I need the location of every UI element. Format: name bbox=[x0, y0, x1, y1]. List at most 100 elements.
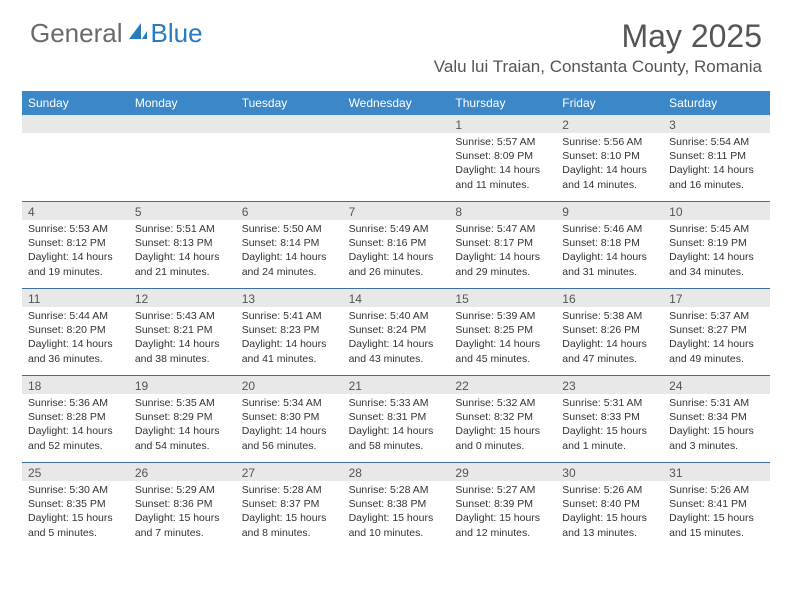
weekday-header-cell: Thursday bbox=[449, 91, 556, 115]
day-cell: 10Sunrise: 5:45 AMSunset: 8:19 PMDayligh… bbox=[663, 202, 770, 288]
daylight-line: Daylight: 14 hours and 19 minutes. bbox=[28, 250, 123, 278]
sunset-line: Sunset: 8:16 PM bbox=[349, 236, 444, 250]
sunrise-line: Sunrise: 5:46 AM bbox=[562, 222, 657, 236]
day-number: 21 bbox=[343, 376, 450, 394]
sunset-line: Sunset: 8:41 PM bbox=[669, 497, 764, 511]
day-cell: 5Sunrise: 5:51 AMSunset: 8:13 PMDaylight… bbox=[129, 202, 236, 288]
day-number: 10 bbox=[663, 202, 770, 220]
day-body: Sunrise: 5:44 AMSunset: 8:20 PMDaylight:… bbox=[22, 307, 129, 368]
day-cell bbox=[343, 115, 450, 201]
logo-text-blue: Blue bbox=[151, 18, 203, 49]
sunrise-line: Sunrise: 5:56 AM bbox=[562, 135, 657, 149]
day-body: Sunrise: 5:45 AMSunset: 8:19 PMDaylight:… bbox=[663, 220, 770, 281]
day-body: Sunrise: 5:31 AMSunset: 8:34 PMDaylight:… bbox=[663, 394, 770, 455]
daylight-line: Daylight: 15 hours and 1 minute. bbox=[562, 424, 657, 452]
day-body: Sunrise: 5:46 AMSunset: 8:18 PMDaylight:… bbox=[556, 220, 663, 281]
weeks-container: 1Sunrise: 5:57 AMSunset: 8:09 PMDaylight… bbox=[22, 115, 770, 549]
day-number: 13 bbox=[236, 289, 343, 307]
daylight-line: Daylight: 15 hours and 13 minutes. bbox=[562, 511, 657, 539]
day-number: 7 bbox=[343, 202, 450, 220]
day-number: 4 bbox=[22, 202, 129, 220]
daylight-line: Daylight: 14 hours and 58 minutes. bbox=[349, 424, 444, 452]
day-cell: 12Sunrise: 5:43 AMSunset: 8:21 PMDayligh… bbox=[129, 289, 236, 375]
day-body: Sunrise: 5:43 AMSunset: 8:21 PMDaylight:… bbox=[129, 307, 236, 368]
sunset-line: Sunset: 8:14 PM bbox=[242, 236, 337, 250]
day-cell: 19Sunrise: 5:35 AMSunset: 8:29 PMDayligh… bbox=[129, 376, 236, 462]
sunrise-line: Sunrise: 5:51 AM bbox=[135, 222, 230, 236]
sunrise-line: Sunrise: 5:28 AM bbox=[349, 483, 444, 497]
calendar: SundayMondayTuesdayWednesdayThursdayFrid… bbox=[22, 91, 770, 549]
sunset-line: Sunset: 8:24 PM bbox=[349, 323, 444, 337]
day-cell: 28Sunrise: 5:28 AMSunset: 8:38 PMDayligh… bbox=[343, 463, 450, 549]
day-body bbox=[343, 133, 450, 137]
sunrise-line: Sunrise: 5:41 AM bbox=[242, 309, 337, 323]
sunrise-line: Sunrise: 5:50 AM bbox=[242, 222, 337, 236]
daylight-line: Daylight: 14 hours and 49 minutes. bbox=[669, 337, 764, 365]
sunrise-line: Sunrise: 5:34 AM bbox=[242, 396, 337, 410]
daylight-line: Daylight: 14 hours and 43 minutes. bbox=[349, 337, 444, 365]
sunrise-line: Sunrise: 5:44 AM bbox=[28, 309, 123, 323]
day-number: 6 bbox=[236, 202, 343, 220]
day-body: Sunrise: 5:38 AMSunset: 8:26 PMDaylight:… bbox=[556, 307, 663, 368]
sunrise-line: Sunrise: 5:31 AM bbox=[562, 396, 657, 410]
day-number: 25 bbox=[22, 463, 129, 481]
daylight-line: Daylight: 14 hours and 16 minutes. bbox=[669, 163, 764, 191]
month-title: May 2025 bbox=[434, 18, 762, 55]
sunset-line: Sunset: 8:34 PM bbox=[669, 410, 764, 424]
day-body: Sunrise: 5:26 AMSunset: 8:41 PMDaylight:… bbox=[663, 481, 770, 542]
day-cell: 14Sunrise: 5:40 AMSunset: 8:24 PMDayligh… bbox=[343, 289, 450, 375]
week-row: 18Sunrise: 5:36 AMSunset: 8:28 PMDayligh… bbox=[22, 376, 770, 463]
sunset-line: Sunset: 8:32 PM bbox=[455, 410, 550, 424]
daylight-line: Daylight: 15 hours and 8 minutes. bbox=[242, 511, 337, 539]
daylight-line: Daylight: 14 hours and 52 minutes. bbox=[28, 424, 123, 452]
sunset-line: Sunset: 8:10 PM bbox=[562, 149, 657, 163]
daylight-line: Daylight: 14 hours and 31 minutes. bbox=[562, 250, 657, 278]
sunrise-line: Sunrise: 5:31 AM bbox=[669, 396, 764, 410]
weekday-header-cell: Friday bbox=[556, 91, 663, 115]
day-cell: 30Sunrise: 5:26 AMSunset: 8:40 PMDayligh… bbox=[556, 463, 663, 549]
daylight-line: Daylight: 15 hours and 5 minutes. bbox=[28, 511, 123, 539]
sunrise-line: Sunrise: 5:33 AM bbox=[349, 396, 444, 410]
daylight-line: Daylight: 15 hours and 15 minutes. bbox=[669, 511, 764, 539]
sunset-line: Sunset: 8:18 PM bbox=[562, 236, 657, 250]
sunrise-line: Sunrise: 5:45 AM bbox=[669, 222, 764, 236]
day-body: Sunrise: 5:53 AMSunset: 8:12 PMDaylight:… bbox=[22, 220, 129, 281]
sunrise-line: Sunrise: 5:32 AM bbox=[455, 396, 550, 410]
week-row: 1Sunrise: 5:57 AMSunset: 8:09 PMDaylight… bbox=[22, 115, 770, 202]
day-cell bbox=[236, 115, 343, 201]
day-number: 27 bbox=[236, 463, 343, 481]
sunset-line: Sunset: 8:13 PM bbox=[135, 236, 230, 250]
day-number bbox=[22, 115, 129, 133]
daylight-line: Daylight: 15 hours and 10 minutes. bbox=[349, 511, 444, 539]
day-number: 31 bbox=[663, 463, 770, 481]
day-cell: 27Sunrise: 5:28 AMSunset: 8:37 PMDayligh… bbox=[236, 463, 343, 549]
header: General Blue May 2025 Valu lui Traian, C… bbox=[0, 0, 792, 83]
weekday-header-row: SundayMondayTuesdayWednesdayThursdayFrid… bbox=[22, 91, 770, 115]
day-number: 29 bbox=[449, 463, 556, 481]
day-body: Sunrise: 5:32 AMSunset: 8:32 PMDaylight:… bbox=[449, 394, 556, 455]
day-number bbox=[343, 115, 450, 133]
day-number: 28 bbox=[343, 463, 450, 481]
day-cell: 9Sunrise: 5:46 AMSunset: 8:18 PMDaylight… bbox=[556, 202, 663, 288]
day-cell: 31Sunrise: 5:26 AMSunset: 8:41 PMDayligh… bbox=[663, 463, 770, 549]
day-cell: 4Sunrise: 5:53 AMSunset: 8:12 PMDaylight… bbox=[22, 202, 129, 288]
sunrise-line: Sunrise: 5:53 AM bbox=[28, 222, 123, 236]
weekday-header-cell: Monday bbox=[129, 91, 236, 115]
day-cell: 24Sunrise: 5:31 AMSunset: 8:34 PMDayligh… bbox=[663, 376, 770, 462]
sunrise-line: Sunrise: 5:26 AM bbox=[562, 483, 657, 497]
day-number: 12 bbox=[129, 289, 236, 307]
daylight-line: Daylight: 14 hours and 26 minutes. bbox=[349, 250, 444, 278]
sunset-line: Sunset: 8:30 PM bbox=[242, 410, 337, 424]
sunset-line: Sunset: 8:25 PM bbox=[455, 323, 550, 337]
daylight-line: Daylight: 15 hours and 0 minutes. bbox=[455, 424, 550, 452]
day-body: Sunrise: 5:36 AMSunset: 8:28 PMDaylight:… bbox=[22, 394, 129, 455]
sunset-line: Sunset: 8:40 PM bbox=[562, 497, 657, 511]
day-number: 17 bbox=[663, 289, 770, 307]
day-cell: 2Sunrise: 5:56 AMSunset: 8:10 PMDaylight… bbox=[556, 115, 663, 201]
daylight-line: Daylight: 14 hours and 36 minutes. bbox=[28, 337, 123, 365]
sunset-line: Sunset: 8:17 PM bbox=[455, 236, 550, 250]
sunrise-line: Sunrise: 5:36 AM bbox=[28, 396, 123, 410]
week-row: 4Sunrise: 5:53 AMSunset: 8:12 PMDaylight… bbox=[22, 202, 770, 289]
day-body: Sunrise: 5:49 AMSunset: 8:16 PMDaylight:… bbox=[343, 220, 450, 281]
sunset-line: Sunset: 8:31 PM bbox=[349, 410, 444, 424]
